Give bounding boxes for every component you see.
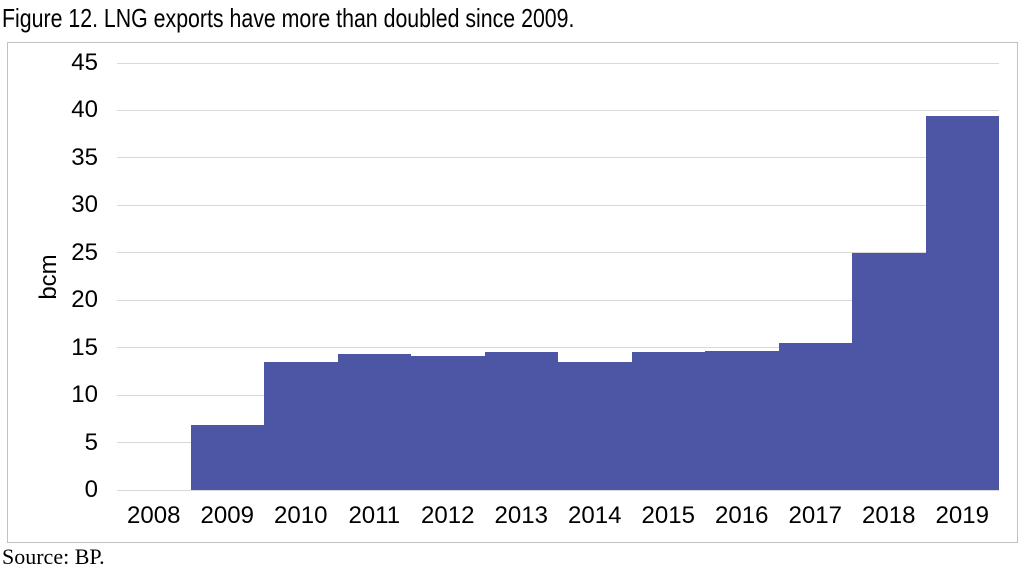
y-tick-label-25: 25 [71,238,98,266]
figure-title: Figure 12. LNG exports have more than do… [2,3,575,33]
x-tick-label-2019: 2019 [935,502,989,529]
bar-2011 [337,354,411,490]
bar-2016 [705,351,779,490]
x-tick-label-2009: 2009 [200,502,254,529]
bar-2017 [778,342,852,490]
x-tick-label-2015: 2015 [641,502,695,529]
gridline-20 [117,299,999,301]
x-tick-label-2013: 2013 [494,502,548,529]
y-tick-label-0: 0 [84,476,98,503]
bar-2012 [411,356,485,490]
y-tick-label-5: 5 [84,428,98,456]
bar-2014 [558,361,632,490]
y-tick-label-40: 40 [71,96,98,124]
gridline-15 [117,347,999,349]
x-tick-label-2014: 2014 [568,502,622,529]
gridline-0 [117,489,999,491]
gridline-30 [117,204,999,206]
bar-2009 [190,425,264,490]
x-tick-label-2010: 2010 [274,502,328,529]
x-tick-label-2011: 2011 [348,502,401,529]
bar-2019 [925,116,999,490]
y-tick-label-45: 45 [71,49,98,76]
gridline-40 [117,109,999,111]
y-tick-label-20: 20 [71,286,98,314]
y-tick-label-15: 15 [71,333,98,361]
gridline-35 [117,157,999,159]
bar-2015 [631,352,705,490]
bar-2018 [852,252,926,490]
x-tick-label-2017: 2017 [788,502,842,529]
x-tick-label-2008: 2008 [127,502,181,529]
gridline-25 [117,252,999,254]
y-tick-label-30: 30 [71,191,98,219]
source-note: Source: BP. [2,544,105,569]
x-tick-label-2016: 2016 [715,502,769,529]
bar-2010 [264,361,338,490]
x-tick-label-2018: 2018 [862,502,916,529]
x-tick-label-2012: 2012 [421,502,475,529]
chart-box: bcm 0 5 10 15 20 25 30 35 40 45 2008 2009 2010 2011 20… [7,42,1018,543]
bar-2013 [484,352,558,490]
plot-area [117,62,999,491]
y-tick-label-35: 35 [71,143,98,171]
y-tick-label-10: 10 [71,381,98,409]
gridline-45 [117,62,999,64]
